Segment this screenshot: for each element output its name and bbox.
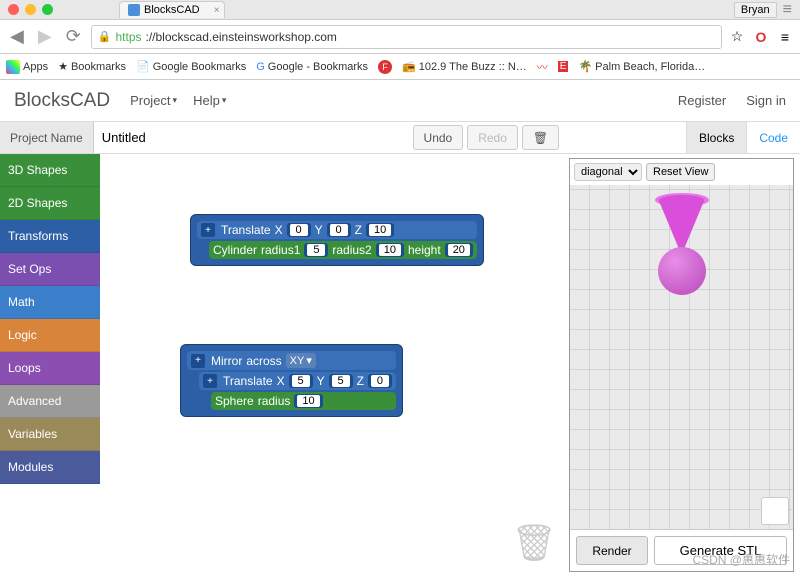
- tab-close-icon[interactable]: ×: [214, 5, 220, 16]
- menu-lines-icon[interactable]: ≡: [783, 1, 792, 19]
- undo-button[interactable]: Undo: [413, 125, 464, 150]
- category-3d-shapes[interactable]: 3D Shapes: [0, 154, 100, 187]
- category-logic[interactable]: Logic: [0, 319, 100, 352]
- num-input[interactable]: 0: [330, 224, 348, 236]
- window-minimize-button[interactable]: [25, 4, 36, 15]
- num-input[interactable]: 0: [290, 224, 308, 236]
- cylinder-row[interactable]: Cylinder radius15 radius210 height20: [209, 241, 477, 259]
- window-close-button[interactable]: [8, 4, 19, 15]
- num-input[interactable]: 10: [379, 244, 401, 256]
- bookmark-item[interactable]: F: [378, 60, 392, 74]
- mirror-row[interactable]: + Mirror across XY▾: [187, 351, 396, 370]
- category-2d-shapes[interactable]: 2D Shapes: [0, 187, 100, 220]
- browser-tab[interactable]: BlocksCAD ×: [119, 1, 225, 18]
- register-link[interactable]: Register: [678, 93, 726, 108]
- category-transforms[interactable]: Transforms: [0, 220, 100, 253]
- num-input[interactable]: 10: [369, 224, 391, 236]
- caret-icon: ▾: [306, 354, 312, 367]
- num-input[interactable]: 5: [292, 375, 310, 387]
- watermark: CSDN @惠惠软件: [692, 551, 790, 568]
- window-zoom-button[interactable]: [42, 4, 53, 15]
- signin-link[interactable]: Sign in: [746, 93, 786, 108]
- menu-help[interactable]: Help▾: [193, 93, 226, 108]
- plus-icon[interactable]: +: [203, 374, 217, 388]
- plane-dropdown[interactable]: XY▾: [286, 353, 316, 368]
- axis-widget[interactable]: [761, 497, 789, 525]
- project-name-input[interactable]: [94, 122, 286, 153]
- shape-cone: [657, 195, 707, 255]
- workspace-trash-icon[interactable]: 🗑: [511, 522, 557, 564]
- category-loops[interactable]: Loops: [0, 352, 100, 385]
- bookmark-item[interactable]: 🌴 Palm Beach, Florida…: [578, 60, 705, 73]
- window-titlebar: BlocksCAD × Bryan ≡: [0, 0, 800, 20]
- tab-favicon: [128, 4, 140, 16]
- main-area: 3D Shapes2D ShapesTransformsSet OpsMathL…: [0, 154, 800, 572]
- category-variables[interactable]: Variables: [0, 418, 100, 451]
- reload-icon[interactable]: ⟳: [62, 26, 85, 47]
- apps-button[interactable]: Apps: [6, 60, 48, 74]
- hamburger-icon[interactable]: ≡: [776, 28, 794, 46]
- num-input[interactable]: 10: [297, 395, 319, 407]
- back-icon[interactable]: ◀: [6, 26, 28, 47]
- shape-sphere: [658, 247, 706, 295]
- plus-icon[interactable]: +: [201, 223, 215, 237]
- redo-button[interactable]: Redo: [467, 125, 518, 150]
- num-input[interactable]: 5: [307, 244, 325, 256]
- preview-panel: diagonal Reset View Render Generate STL: [569, 158, 794, 572]
- category-advanced[interactable]: Advanced: [0, 385, 100, 418]
- code-tab[interactable]: Code: [746, 122, 800, 153]
- translate-row[interactable]: + Translate X0 Y0 Z10: [197, 221, 477, 239]
- blocks-tab[interactable]: Blocks: [686, 122, 746, 153]
- star-icon[interactable]: ☆: [728, 28, 746, 46]
- profile-badge[interactable]: Bryan: [734, 2, 777, 18]
- forward-icon[interactable]: ▶: [34, 26, 56, 47]
- browser-toolbar: ◀ ▶ ⟳ 🔒 https ://blockscad.einsteinsworks…: [0, 20, 800, 54]
- caret-icon: ▾: [222, 95, 227, 106]
- app-header: BlocksCAD Project▾ Help▾ Register Sign i…: [0, 80, 800, 122]
- bookmark-item[interactable]: E: [558, 61, 569, 72]
- plus-icon[interactable]: +: [191, 354, 205, 368]
- trash-button[interactable]: 🗑: [522, 125, 559, 150]
- lock-icon: 🔒: [98, 30, 112, 43]
- num-input[interactable]: 20: [448, 244, 470, 256]
- num-input[interactable]: 5: [332, 375, 350, 387]
- menu-project[interactable]: Project▾: [130, 93, 177, 108]
- workspace[interactable]: + Translate X0 Y0 Z10 Cylinder radius15 …: [100, 154, 569, 572]
- 3d-canvas[interactable]: [570, 185, 793, 529]
- sphere-row[interactable]: Sphere radius10: [211, 392, 396, 410]
- toolbar: Project Name Undo Redo 🗑 Blocks Code: [0, 122, 800, 154]
- category-sidebar: 3D Shapes2D ShapesTransformsSet OpsMathL…: [0, 154, 100, 572]
- view-mode-select[interactable]: diagonal: [574, 163, 642, 181]
- bookmark-item[interactable]: ★ Bookmarks: [58, 60, 126, 73]
- reset-view-button[interactable]: Reset View: [646, 163, 715, 181]
- trash-icon: 🗑: [533, 131, 548, 145]
- category-math[interactable]: Math: [0, 286, 100, 319]
- bookmark-item[interactable]: 📄 Google Bookmarks: [136, 60, 246, 73]
- bookmark-item[interactable]: G Google - Bookmarks: [256, 61, 368, 73]
- extension-icon[interactable]: O: [752, 28, 770, 46]
- category-set-ops[interactable]: Set Ops: [0, 253, 100, 286]
- project-name-label: Project Name: [0, 122, 94, 153]
- bookmarks-bar: Apps ★ Bookmarks 📄 Google Bookmarks G Go…: [0, 54, 800, 80]
- tab-title: BlocksCAD: [144, 4, 200, 16]
- bookmark-item[interactable]: 📻 102.9 The Buzz :: N…: [402, 60, 527, 73]
- caret-icon: ▾: [173, 95, 178, 106]
- address-bar[interactable]: 🔒 https ://blockscad.einsteinsworkshop.co…: [91, 25, 722, 49]
- block-translate-cylinder[interactable]: + Translate X0 Y0 Z10 Cylinder radius15 …: [190, 214, 484, 266]
- translate-row[interactable]: + Translate X5 Y5 Z0: [199, 372, 396, 390]
- app-brand: BlocksCAD: [14, 90, 110, 112]
- category-modules[interactable]: Modules: [0, 451, 100, 484]
- url-protocol: https: [115, 30, 141, 44]
- bookmark-item[interactable]: 〰: [537, 59, 548, 75]
- render-button[interactable]: Render: [576, 536, 648, 565]
- block-mirror-translate-sphere[interactable]: + Mirror across XY▾ + Translate X5 Y5 Z0…: [180, 344, 403, 417]
- apps-icon: [6, 60, 20, 74]
- num-input[interactable]: 0: [371, 375, 389, 387]
- url-host: ://blockscad.einsteinsworkshop.com: [146, 30, 337, 44]
